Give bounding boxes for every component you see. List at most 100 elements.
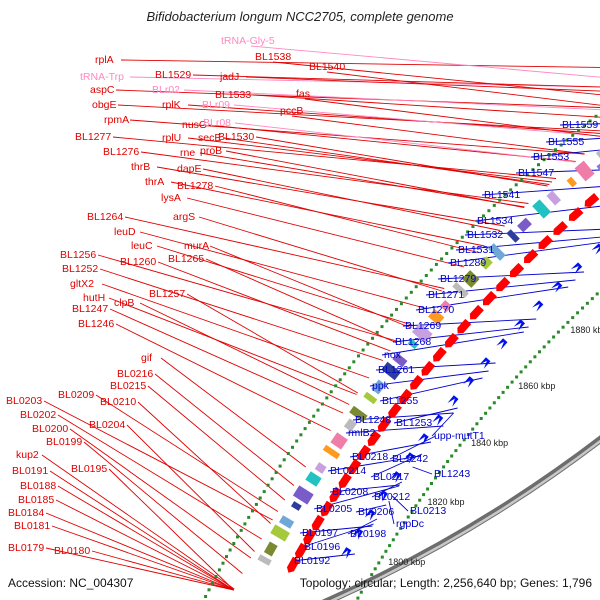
gene-label: BL0179 <box>8 542 44 554</box>
kbp-tick-label: 1860 kbp <box>518 381 555 391</box>
tick-dot <box>390 313 394 317</box>
tick-dot <box>571 316 575 320</box>
label-leader-line <box>183 89 600 111</box>
gene-label: BL1553 <box>533 151 569 163</box>
label-leader-line <box>45 547 234 591</box>
tick-dot <box>488 406 492 410</box>
tick-dot <box>524 365 528 369</box>
forward-gene-arrow <box>510 262 525 278</box>
reverse-gene-arrow <box>513 319 526 331</box>
gene-label: BL1247 <box>72 303 108 315</box>
gene-label: nusG <box>182 119 207 131</box>
label-leader-line <box>369 370 489 387</box>
tick-dot <box>455 241 459 245</box>
tick-dot <box>299 433 303 437</box>
tick-dot <box>377 561 381 565</box>
label-leader-line <box>109 308 344 414</box>
tick-dot <box>466 433 470 436</box>
label-leader-line <box>57 414 262 540</box>
tick-dot <box>525 173 529 177</box>
label-leader-line <box>160 357 307 468</box>
tick-dot <box>471 225 475 228</box>
tick-dot <box>278 464 282 468</box>
tick-dot <box>221 561 225 565</box>
label-leader-line <box>170 181 485 247</box>
label-leader-line <box>352 412 454 421</box>
tick-dot <box>258 496 262 500</box>
gene-label: BL1269 <box>405 320 441 332</box>
forward-gene-arrow <box>286 556 300 573</box>
tick-dot <box>422 493 426 497</box>
tick-dot <box>479 417 483 420</box>
gene-label: BL1257 <box>149 288 185 300</box>
tick-dot <box>395 532 399 536</box>
forward-gene-arrow <box>496 276 511 292</box>
tick-dot <box>475 422 479 426</box>
feature-block <box>546 190 562 206</box>
gene-label: BL1268 <box>395 336 431 348</box>
gene-label: argS <box>173 211 195 223</box>
label-leader-line <box>41 454 235 590</box>
tick-dot <box>361 348 365 352</box>
tick-dot <box>503 193 507 197</box>
label-leader-line <box>391 495 409 512</box>
gene-label: ppk <box>372 380 390 392</box>
label-leader-line <box>223 137 550 185</box>
gene-label: BL1559 <box>562 119 598 131</box>
tick-dot <box>429 268 433 272</box>
feature-block <box>479 256 493 270</box>
tick-dot <box>418 498 422 502</box>
tick-dot <box>506 385 510 389</box>
gene-label: BL0215 <box>110 380 146 392</box>
gene-label: BL0202 <box>20 409 56 421</box>
label-leader-line <box>91 550 234 591</box>
feature-block <box>506 229 520 243</box>
feature-block <box>407 338 419 350</box>
feature-track <box>257 146 600 566</box>
tick-dot <box>371 336 374 340</box>
tick-dot <box>262 490 266 494</box>
tick-dot <box>537 163 540 167</box>
kbp-tick-labels: 1980 kbp1960 kbp1940 kbp1920 kbp1900 kbp… <box>388 325 600 567</box>
gene-label: BL0181 <box>14 520 50 532</box>
label-leader-line <box>389 435 436 460</box>
backbone-highlight <box>330 439 600 600</box>
forward-gene-arrow <box>432 346 447 362</box>
kbp-tick-label: 1880 kbp <box>570 325 600 335</box>
label-leader-line <box>129 76 600 88</box>
feature-block <box>290 501 302 511</box>
feature-block <box>532 199 552 219</box>
label-leader-line <box>272 61 600 96</box>
gene-label: BL0209 <box>58 389 94 401</box>
forward-gene-arrow <box>294 542 308 559</box>
tick-dot <box>460 235 464 239</box>
tick-dot <box>225 555 228 559</box>
reverse-gene-arrow <box>496 338 508 350</box>
tick-dot <box>380 325 384 329</box>
forward-gene-arrow <box>367 430 382 447</box>
feature-block <box>322 444 341 460</box>
gene-label: lysA <box>161 192 181 204</box>
feature-block <box>452 282 469 298</box>
reverse-gene-arrow <box>551 281 563 293</box>
label-leader-line <box>347 518 378 535</box>
feature-block <box>488 243 506 261</box>
forward-gene-arrow <box>538 234 553 250</box>
label-leader-line <box>115 323 331 431</box>
label-leader-line <box>209 245 411 328</box>
tick-dot <box>282 458 286 462</box>
tick-dot <box>552 335 556 339</box>
gene-label: BL0208 <box>332 486 368 498</box>
gene-label: BL0196 <box>304 541 340 553</box>
gene-label: BL1531 <box>458 244 494 256</box>
label-leader-line <box>252 94 600 118</box>
label-leader-line <box>108 468 235 591</box>
gene-labels: rplA tRNA-Trp BL1529 jadJ aspC BLr02 BL1533 obg… <box>6 35 598 567</box>
tick-dot <box>577 129 580 132</box>
tick-dot <box>547 340 551 344</box>
reverse-gene-arrow <box>352 528 364 540</box>
feature-block <box>566 176 578 188</box>
tick-dot <box>307 420 311 424</box>
topology-text: Topology: circular; Length: 2,256,640 bp… <box>299 576 592 590</box>
